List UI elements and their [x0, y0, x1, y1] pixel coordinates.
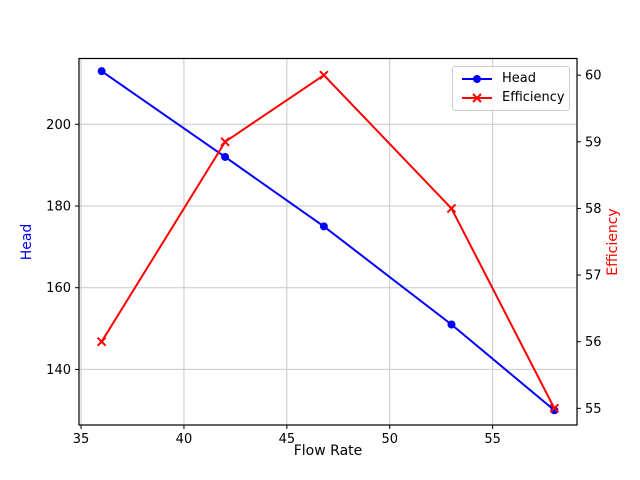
- x-tick-label: 55: [484, 432, 501, 447]
- x-tick-label: 35: [73, 432, 90, 447]
- data-point-marker: [97, 67, 106, 76]
- data-point-marker: [550, 406, 559, 415]
- ticks: [75, 74, 581, 429]
- y-right-tick-label: 60: [585, 69, 602, 84]
- legend-entry-head: Head: [459, 70, 563, 88]
- data-point-marker: [446, 203, 457, 214]
- legend-label-head: Head: [502, 71, 536, 87]
- efficiency-legend-sample-icon: [462, 93, 492, 103]
- y-right-tick-label: 59: [585, 135, 602, 150]
- data-point-marker: [319, 70, 329, 80]
- legend: Head Efficiency: [452, 66, 570, 111]
- y-axis-label-left: Head: [19, 223, 35, 261]
- x-axis-label: Flow Rate: [293, 443, 363, 459]
- series-head: [97, 67, 559, 415]
- y-left-tick-label: 200: [46, 118, 71, 133]
- y-left-tick-label: 140: [46, 363, 71, 378]
- tick-labels: 35 40 45 50 55 140 160 180 200 55 56 57 58 59 60: [46, 69, 601, 447]
- head-legend-sample-icon: [462, 75, 492, 84]
- y-left-tick-label: 180: [46, 199, 71, 214]
- data-point-marker: [221, 152, 230, 161]
- data-point-marker: [96, 336, 107, 347]
- y-axis-label-right: Efficiency: [605, 208, 621, 276]
- y-right-tick-label: 55: [585, 402, 602, 417]
- y-left-tick-label: 160: [46, 281, 71, 296]
- x-tick-label: 50: [381, 432, 398, 447]
- y-right-tick-label: 56: [585, 335, 602, 350]
- data-point-marker: [220, 137, 230, 147]
- data-point-marker: [447, 320, 456, 329]
- y-right-tick-label: 58: [585, 202, 602, 217]
- series-line: [101, 70, 556, 412]
- series-efficiency: [96, 70, 560, 414]
- legend-label-efficiency: Efficiency: [502, 89, 565, 105]
- axes-spines: [78, 57, 578, 426]
- x-tick-label: 40: [176, 432, 193, 447]
- data-point-marker: [319, 222, 328, 231]
- gridlines: [79, 58, 577, 425]
- series-line: [100, 73, 556, 409]
- data-point-marker: [549, 403, 560, 414]
- y-right-tick-label: 57: [585, 269, 602, 284]
- x-tick-label: 45: [279, 432, 296, 447]
- legend-entry-efficiency: Efficiency: [459, 89, 565, 107]
